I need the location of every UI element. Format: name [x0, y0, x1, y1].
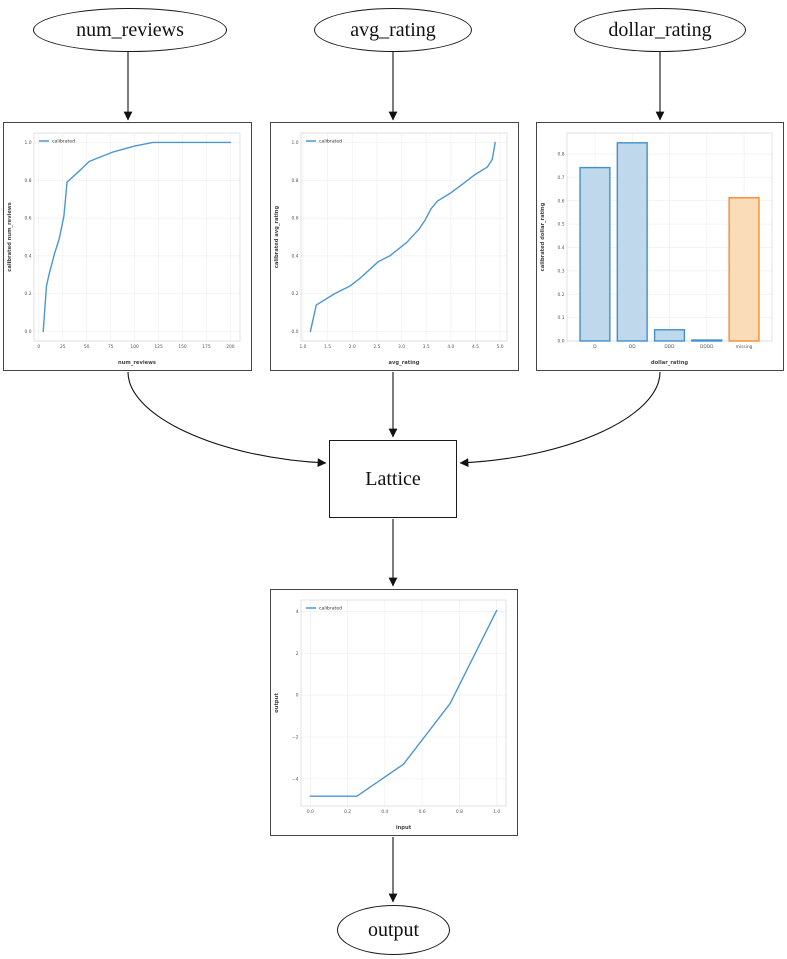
svg-text:−2: −2 [292, 734, 299, 740]
svg-text:0.8: 0.8 [292, 178, 299, 184]
svg-text:0.4: 0.4 [292, 253, 299, 259]
svg-text:1.0: 1.0 [299, 344, 306, 350]
svg-text:calibrated: calibrated [52, 139, 75, 145]
svg-text:25: 25 [60, 344, 66, 350]
svg-text:calibrated: calibrated [319, 606, 342, 612]
svg-text:150: 150 [178, 344, 187, 350]
node-num-reviews-label: num_reviews [76, 18, 184, 41]
svg-text:0.0: 0.0 [292, 329, 299, 335]
svg-text:missing: missing [736, 344, 753, 350]
svg-text:2.5: 2.5 [373, 344, 380, 350]
svg-text:num_reviews: num_reviews [118, 360, 156, 366]
output-calibrator-chart: 0.0 0.2 0.4 0.6 0.8 1.0 −4 −2 0 2 4 input output cali… [270, 589, 518, 836]
svg-text:DDDD: DDDD [700, 344, 714, 350]
svg-text:calibrated avg_rating: calibrated avg_rating [274, 206, 280, 269]
node-output: output [337, 905, 450, 955]
svg-text:1.0: 1.0 [25, 140, 32, 146]
node-lattice-label: Lattice [365, 467, 421, 490]
svg-text:calibrated num_reviews: calibrated num_reviews [7, 202, 13, 271]
edge-calibrator3-to-lattice [459, 371, 661, 468]
svg-text:0.0: 0.0 [558, 339, 565, 345]
svg-text:0.1: 0.1 [558, 315, 565, 321]
node-num-reviews: num_reviews [33, 8, 227, 52]
node-output-label: output [367, 918, 420, 941]
svg-text:0.4: 0.4 [558, 245, 565, 251]
svg-text:0.8: 0.8 [558, 152, 565, 158]
svg-text:0.2: 0.2 [25, 291, 32, 297]
svg-text:5.0: 5.0 [497, 344, 504, 350]
svg-text:0: 0 [296, 693, 299, 699]
svg-text:75: 75 [108, 344, 114, 350]
svg-text:avg_rating: avg_rating [389, 360, 420, 366]
svg-text:calibrated: calibrated [319, 139, 342, 145]
svg-text:1.0: 1.0 [493, 809, 500, 815]
edge-calibrator1-to-lattice [127, 371, 327, 468]
svg-text:4.0: 4.0 [447, 344, 454, 350]
svg-text:3.0: 3.0 [398, 344, 405, 350]
node-dollar-rating: dollar_rating [574, 8, 746, 52]
svg-text:100: 100 [130, 344, 139, 350]
svg-text:0.2: 0.2 [344, 809, 351, 815]
calibrator-chart-num-reviews-plot: 0 25 50 75 100 125 150 175 200 0.0 0.2 0.4 0.6 0.8 1.0… [7, 132, 241, 366]
svg-text:0.0: 0.0 [25, 329, 32, 335]
node-avg-rating: avg_rating [314, 8, 472, 52]
svg-text:125: 125 [154, 344, 163, 350]
node-lattice: Lattice [329, 440, 457, 518]
svg-text:DD: DD [629, 344, 636, 350]
svg-text:0.2: 0.2 [558, 292, 565, 298]
svg-text:D: D [593, 344, 597, 350]
svg-text:2.0: 2.0 [349, 344, 356, 350]
svg-text:0.8: 0.8 [456, 809, 463, 815]
svg-text:3.5: 3.5 [423, 344, 430, 350]
svg-text:50: 50 [84, 344, 90, 350]
calibrator-chart-dollar-rating: D DD DDD DDDD missing 0.0 0.1 0.2 0.3 0.4 0.5 0.6 0.… [536, 122, 784, 371]
svg-text:0.0: 0.0 [307, 809, 314, 815]
svg-text:0.6: 0.6 [558, 198, 565, 204]
svg-text:0: 0 [37, 344, 40, 350]
svg-text:0.8: 0.8 [25, 178, 32, 184]
svg-text:0.6: 0.6 [25, 216, 32, 222]
svg-text:0.4: 0.4 [381, 809, 388, 815]
svg-text:200: 200 [226, 344, 235, 350]
svg-text:175: 175 [202, 344, 211, 350]
calibrator-chart-num-reviews: 0 25 50 75 100 125 150 175 200 0.0 0.2 0.4 0.6 0.8 1.0… [3, 122, 252, 371]
svg-text:1.5: 1.5 [324, 344, 331, 350]
svg-text:1.0: 1.0 [292, 140, 299, 146]
svg-text:0.6: 0.6 [292, 216, 299, 222]
svg-text:calibrated dollar_rating: calibrated dollar_rating [540, 202, 546, 271]
calibrator-chart-avg-rating-plot: 1.0 1.5 2.0 2.5 3.0 3.5 4.0 4.5 5.0 0.0 0.2 0.4 0.6 0… [274, 132, 508, 366]
output-calibrator-plot: 0.0 0.2 0.4 0.6 0.8 1.0 −4 −2 0 2 4 input output cali… [274, 599, 507, 831]
node-dollar-rating-label: dollar_rating [608, 18, 712, 41]
calibrator-chart-avg-rating: 1.0 1.5 2.0 2.5 3.0 3.5 4.0 4.5 5.0 0.0 0.2 0.4 0.6 0… [270, 122, 519, 371]
svg-text:dollar_rating: dollar_rating [651, 360, 688, 366]
svg-text:output: output [274, 693, 280, 713]
node-avg-rating-label: avg_rating [350, 18, 436, 41]
svg-text:0.6: 0.6 [419, 809, 426, 815]
svg-text:DDD: DDD [664, 344, 675, 350]
svg-text:−4: −4 [292, 776, 299, 782]
svg-text:0.5: 0.5 [558, 222, 565, 228]
svg-text:0.2: 0.2 [292, 291, 299, 297]
svg-text:0.3: 0.3 [558, 268, 565, 274]
calibrator-chart-dollar-rating-plot: D DD DDD DDDD missing0.00.10.20.30.40.50.60.… [540, 132, 773, 366]
svg-text:0.7: 0.7 [558, 175, 565, 181]
svg-text:4.5: 4.5 [472, 344, 479, 350]
svg-text:0.4: 0.4 [25, 253, 32, 259]
svg-text:4: 4 [296, 609, 299, 615]
svg-text:input: input [396, 825, 412, 831]
svg-text:2: 2 [296, 651, 299, 657]
